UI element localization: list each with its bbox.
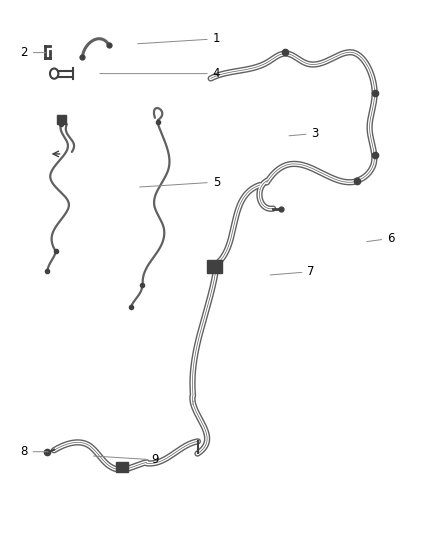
- Text: 8: 8: [20, 445, 48, 458]
- FancyBboxPatch shape: [207, 260, 223, 273]
- FancyBboxPatch shape: [57, 115, 66, 124]
- Text: 1: 1: [138, 33, 220, 45]
- Text: 4: 4: [100, 67, 220, 80]
- Text: 5: 5: [140, 175, 220, 189]
- Text: 9: 9: [94, 454, 159, 466]
- Text: 3: 3: [289, 127, 319, 140]
- Text: 2: 2: [20, 46, 46, 59]
- Text: 6: 6: [367, 232, 395, 245]
- FancyBboxPatch shape: [117, 462, 128, 472]
- Text: 7: 7: [270, 265, 315, 278]
